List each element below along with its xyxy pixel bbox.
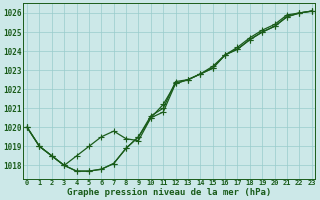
X-axis label: Graphe pression niveau de la mer (hPa): Graphe pression niveau de la mer (hPa) [67, 188, 272, 197]
